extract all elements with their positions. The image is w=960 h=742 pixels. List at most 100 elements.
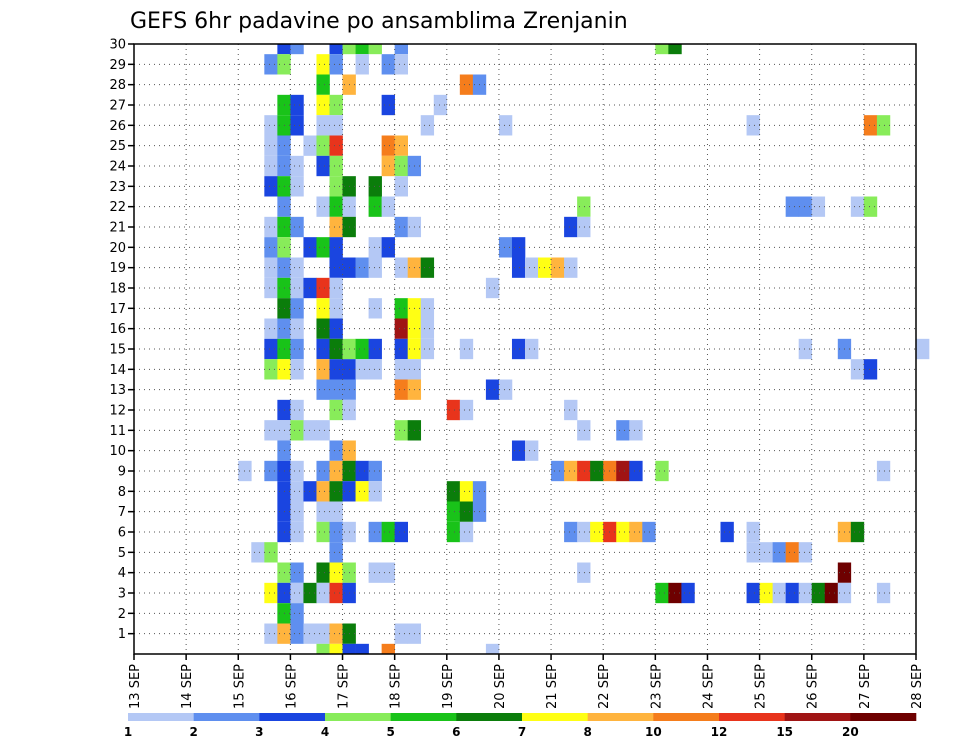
heatmap-cell xyxy=(394,216,408,238)
heatmap-cell xyxy=(394,54,408,75)
heatmap-cell xyxy=(368,196,382,217)
heatmap-cell xyxy=(316,298,330,319)
heatmap-cell xyxy=(394,257,408,278)
heatmap-cell xyxy=(485,643,500,654)
heatmap-cell xyxy=(303,623,317,644)
y-tick-label: 9 xyxy=(118,465,126,480)
heatmap-cell xyxy=(446,521,461,543)
heatmap-cell xyxy=(551,257,565,278)
heatmap-cell xyxy=(329,359,343,380)
heatmap-cell xyxy=(811,196,826,217)
x-tick-label: 18 SEP xyxy=(389,664,404,709)
heatmap-cell xyxy=(394,176,408,197)
heatmap-cell xyxy=(355,44,369,55)
heatmap-cell xyxy=(290,623,304,644)
heatmap-cell xyxy=(798,338,813,360)
heatmap-cell xyxy=(368,44,382,55)
heatmap-cell xyxy=(381,196,395,217)
colorbar-swatch xyxy=(259,713,326,721)
heatmap-cell xyxy=(577,562,591,583)
heatmap-cell xyxy=(368,237,382,258)
heatmap-cell xyxy=(290,582,304,604)
heatmap-cell xyxy=(629,460,643,482)
heatmap-cell xyxy=(616,521,630,543)
heatmap-cell xyxy=(629,420,643,441)
heatmap-cell xyxy=(355,481,369,502)
heatmap-cell xyxy=(329,481,343,502)
heatmap-cell xyxy=(316,521,330,543)
heatmap-cell xyxy=(329,562,343,583)
heatmap-cell xyxy=(316,420,330,441)
heatmap-cell xyxy=(290,176,304,197)
heatmap-cell xyxy=(668,44,682,55)
heatmap-cell xyxy=(850,196,865,217)
heatmap-cell xyxy=(329,399,343,421)
heatmap-cell xyxy=(303,237,317,258)
heatmap-cell xyxy=(329,338,343,360)
colorbar-label: 20 xyxy=(842,725,859,739)
heatmap-cell xyxy=(316,318,330,339)
colorbar-label: 6 xyxy=(452,725,460,739)
heatmap-cell xyxy=(316,379,330,400)
heatmap-cell xyxy=(303,481,317,502)
heatmap-cell xyxy=(577,460,591,482)
heatmap-cell xyxy=(655,582,669,604)
grid-lines xyxy=(134,44,916,654)
heatmap-cell xyxy=(264,359,278,380)
heatmap-cell xyxy=(329,521,343,543)
y-tick-label: 21 xyxy=(109,221,126,236)
heatmap-cell xyxy=(329,542,343,563)
heatmap-cell xyxy=(264,420,278,441)
colorbar-label: 4 xyxy=(321,725,329,739)
heatmap-cell xyxy=(459,521,474,543)
heatmap-cell xyxy=(316,237,330,258)
heatmap-cell xyxy=(394,298,408,319)
chart-title: GEFS 6hr padavine po ansamblima Zrenjani… xyxy=(130,9,628,34)
x-tick-label: 22 SEP xyxy=(597,664,612,709)
heatmap-cell xyxy=(290,277,304,299)
heatmap-cell xyxy=(368,359,382,380)
y-tick-label: 6 xyxy=(118,526,126,541)
heatmap-cell xyxy=(459,481,474,502)
heatmap-cell xyxy=(329,298,343,319)
colorbar-label: 3 xyxy=(255,725,263,739)
heatmap-cell xyxy=(511,257,526,278)
heatmap-cell xyxy=(394,379,408,400)
heatmap-cell xyxy=(850,521,865,543)
heatmap-cell xyxy=(459,399,474,421)
heatmap-cell xyxy=(290,257,304,278)
heatmap-cell xyxy=(355,257,369,278)
heatmap-cell xyxy=(876,582,891,604)
colorbar-label: 10 xyxy=(645,725,662,739)
heatmap-cell xyxy=(329,623,343,644)
heatmap-cell xyxy=(746,582,760,604)
heatmap-cell xyxy=(798,196,813,217)
heatmap-cell xyxy=(264,623,278,644)
x-tick-label: 13 SEP xyxy=(128,664,143,709)
heatmap-cell xyxy=(316,74,330,95)
heatmap-cell xyxy=(264,115,278,136)
y-tick-label: 28 xyxy=(109,78,126,93)
heatmap-cell xyxy=(329,44,343,55)
heatmap-cell xyxy=(420,257,435,278)
y-tick-label: 27 xyxy=(109,99,126,114)
heatmap-cell xyxy=(329,318,343,339)
heatmap-cell xyxy=(759,582,773,604)
y-tick-label: 14 xyxy=(109,363,126,378)
heatmap-cell xyxy=(329,176,343,197)
colorbar-label: 5 xyxy=(386,725,394,739)
heatmap-cell xyxy=(525,257,539,278)
heatmap-cell xyxy=(290,359,304,380)
heatmap-cell xyxy=(290,399,304,421)
heatmap-cell xyxy=(316,115,330,136)
heatmap-cell xyxy=(381,155,395,177)
x-tick-label: 21 SEP xyxy=(545,664,560,709)
heatmap-cell xyxy=(459,338,474,360)
heatmap-cell xyxy=(329,257,343,278)
y-tick-label: 10 xyxy=(109,444,126,459)
heatmap-cell xyxy=(264,54,278,75)
heatmap-cell xyxy=(577,521,591,543)
heatmap-cell xyxy=(798,582,813,604)
x-tick-label: 19 SEP xyxy=(441,664,456,709)
heatmap-cell xyxy=(264,318,278,339)
